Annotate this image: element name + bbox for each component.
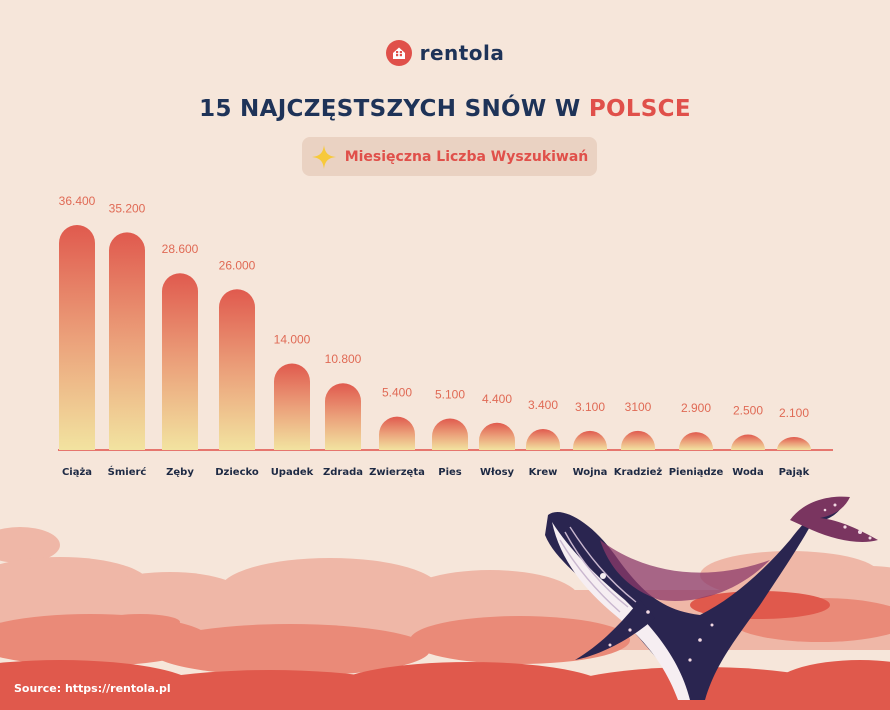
value-label: 5.400 bbox=[382, 386, 412, 400]
category-label: Krew bbox=[529, 467, 558, 478]
category-label: Zęby bbox=[166, 467, 194, 478]
bar bbox=[526, 428, 560, 450]
bar bbox=[325, 383, 361, 450]
category-label: Dziecko bbox=[215, 467, 259, 478]
brand-name: rentola bbox=[419, 41, 505, 65]
bar bbox=[432, 418, 468, 450]
value-label: 3100 bbox=[625, 400, 652, 414]
house-icon bbox=[385, 40, 412, 66]
value-label: 3.400 bbox=[528, 398, 558, 412]
page-title: 15 NAJCZĘSTSZYCH SNÓW W POLSCE bbox=[0, 96, 890, 122]
category-label: Woda bbox=[732, 467, 763, 478]
brand-logo: rentola bbox=[0, 40, 890, 66]
category-label: Wojna bbox=[573, 467, 608, 478]
title-main: 15 NAJCZĘSTSZYCH SNÓW W bbox=[199, 96, 581, 122]
source-note: Source: https://rentola.pl bbox=[14, 682, 171, 695]
value-label: 28.600 bbox=[162, 242, 199, 256]
value-label: 26.000 bbox=[219, 258, 256, 272]
sparkle-icon bbox=[311, 144, 336, 169]
bar bbox=[573, 430, 607, 450]
value-label: 14.000 bbox=[274, 332, 311, 346]
bar bbox=[109, 232, 145, 450]
category-label: Ciąża bbox=[62, 467, 92, 478]
category-label: Kradzież bbox=[614, 467, 663, 478]
value-label: 3.100 bbox=[575, 400, 605, 414]
value-label: 36.400 bbox=[59, 194, 96, 208]
legend-label: Miesięczna Liczba Wyszukiwań bbox=[344, 148, 589, 165]
value-label: 2.100 bbox=[779, 406, 809, 420]
bar bbox=[777, 437, 811, 450]
bar bbox=[621, 430, 655, 450]
bar bbox=[679, 432, 713, 450]
bar bbox=[162, 273, 198, 450]
category-label: Pająk bbox=[779, 467, 810, 478]
value-label: 5.100 bbox=[435, 387, 465, 401]
bar bbox=[274, 363, 310, 450]
bar bbox=[731, 434, 765, 450]
value-label: 35.200 bbox=[109, 201, 146, 215]
chart-legend: Miesięczna Liczba Wyszukiwań bbox=[302, 137, 597, 176]
title-accent: POLSCE bbox=[588, 96, 691, 122]
bar bbox=[59, 225, 95, 450]
bar bbox=[379, 416, 415, 450]
value-label: 10.800 bbox=[325, 352, 362, 366]
category-label: Upadek bbox=[271, 467, 314, 478]
category-label: Pies bbox=[438, 467, 462, 478]
category-label: Pieniądze bbox=[669, 467, 724, 478]
whale-illustration bbox=[545, 496, 878, 700]
bar bbox=[219, 289, 255, 450]
bar bbox=[479, 422, 515, 450]
value-label: 4.400 bbox=[482, 392, 512, 406]
value-label: 2.500 bbox=[733, 404, 763, 418]
category-label: Włosy bbox=[480, 467, 515, 478]
category-label: Zwierzęta bbox=[369, 467, 425, 478]
category-label: Zdrada bbox=[323, 467, 363, 478]
value-label: 2.900 bbox=[681, 401, 711, 415]
category-label: Śmierć bbox=[108, 465, 147, 478]
